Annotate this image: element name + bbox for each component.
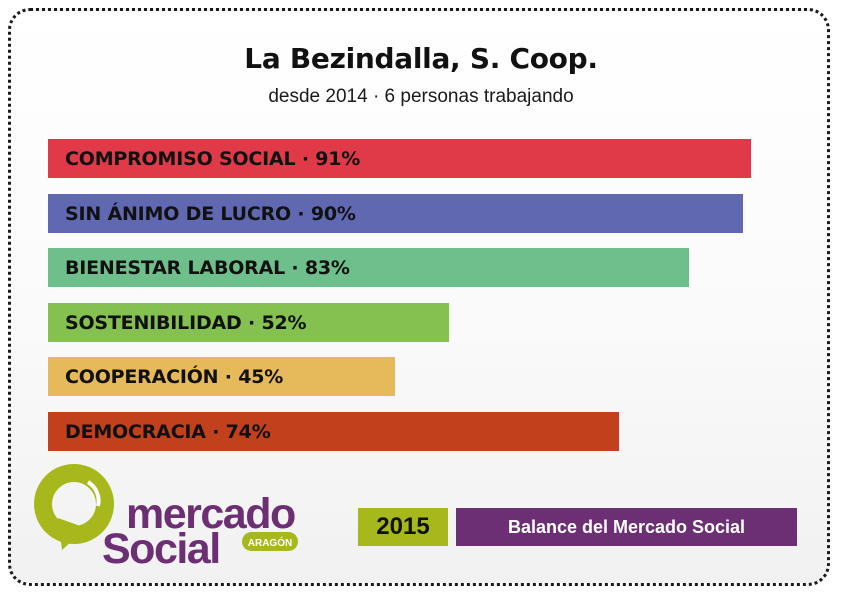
bar-label: DEMOCRACIA · 74%	[65, 420, 271, 443]
bar-3: BIENESTAR LABORAL · 83%	[48, 248, 689, 287]
bar-2: SIN ÁNIMO DE LUCRO · 90%	[48, 194, 743, 233]
logo-word-social: Social	[102, 525, 220, 570]
bar-label: COOPERACIÓN · 45%	[65, 365, 284, 388]
bar-label: BIENESTAR LABORAL · 83%	[65, 256, 350, 279]
speech-bubble-arrow-icon	[34, 464, 114, 550]
logo-word-mercado: mercado	[126, 490, 295, 538]
page-title: La Bezindalla, S. Coop.	[244, 42, 598, 75]
bar-label: SIN ÁNIMO DE LUCRO · 90%	[65, 202, 356, 225]
year-badge: 2015	[358, 508, 448, 546]
bar-6: DEMOCRACIA · 74%	[48, 412, 619, 451]
page-subtitle: desde 2014 · 6 personas trabajando	[268, 86, 574, 107]
bar-1: COMPROMISO SOCIAL · 91%	[48, 139, 751, 178]
logo-badge	[242, 532, 298, 551]
chart-card	[8, 8, 830, 586]
bar-label: SOSTENIBILIDAD · 52%	[65, 311, 307, 334]
mercado-social-logo: mercado Social ARAGÓN	[34, 464, 298, 570]
bar-label: COMPROMISO SOCIAL · 91%	[65, 147, 361, 170]
balance-label: Balance del Mercado Social	[456, 508, 797, 546]
bar-4: SOSTENIBILIDAD · 52%	[48, 303, 449, 342]
bar-5: COOPERACIÓN · 45%	[48, 357, 395, 396]
logo-badge-text: ARAGÓN	[248, 536, 292, 549]
